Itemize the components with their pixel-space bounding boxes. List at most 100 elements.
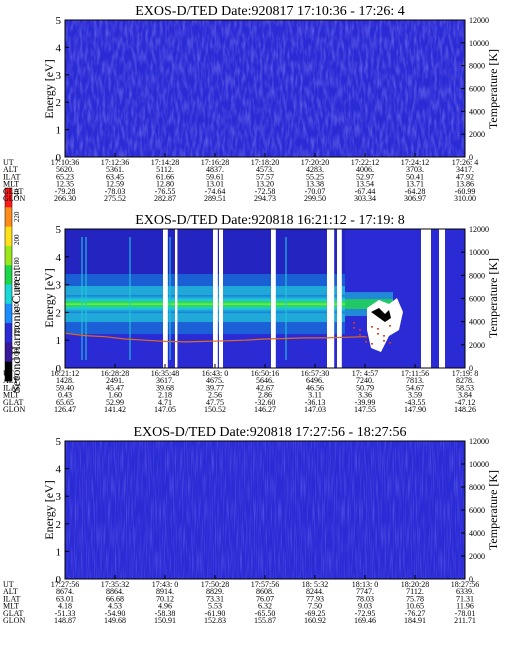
ephemeris-value: 282.87 xyxy=(154,194,176,203)
spike xyxy=(81,237,83,360)
ephemeris-value: 50.41 xyxy=(406,172,424,181)
ephemeris-value: 17: 4:57 xyxy=(352,369,378,378)
ephemeris-row-label: GLAT xyxy=(3,187,24,196)
colorbar-tick-label: 120 xyxy=(13,326,21,337)
ephemeris-value: 4.96 xyxy=(158,602,172,611)
ephemeris-value: 65.23 xyxy=(56,172,74,181)
temperature-point xyxy=(353,322,355,324)
ephemeris-value: -78.01 xyxy=(455,609,476,618)
ephemeris-row-label: UT xyxy=(3,580,14,589)
ephemeris-value: 16:57:30 xyxy=(301,369,329,378)
ephemeris-value: 59.40 xyxy=(56,383,74,392)
ephemeris-row-label: ILAT xyxy=(3,172,20,181)
temperature-point xyxy=(383,340,385,342)
ephemeris-value: 3.11 xyxy=(308,391,322,400)
temperature-point xyxy=(371,326,373,328)
data-gap xyxy=(213,229,218,368)
ephemeris-row-label: ILAT xyxy=(3,594,20,603)
ephemeris-value: 16:21:12 xyxy=(51,369,79,378)
ephemeris-row-label: ALT xyxy=(3,376,18,385)
ephemeris-value: 17:26: 4 xyxy=(452,158,478,167)
data-gap xyxy=(327,229,335,368)
panel-3-title: EXOS-D/TED Date:920818 17:27:56 - 18:27:… xyxy=(134,425,407,440)
ephemeris-row-label: GLON xyxy=(3,405,25,414)
ephemeris-value: 12.35 xyxy=(56,180,74,189)
colorbar-segment xyxy=(5,207,12,228)
ephemeris-value: -32.60 xyxy=(255,398,276,407)
energy-tick-label: 0 xyxy=(56,574,62,586)
ephemeris-value: 52.97 xyxy=(356,172,374,181)
ephemeris-value: 13.71 xyxy=(406,180,424,189)
ephemeris-value: 2.86 xyxy=(258,391,272,400)
ephemeris-value: 150.91 xyxy=(154,616,176,625)
ephemeris-value: 141.42 xyxy=(104,405,126,414)
ephemeris-value: -58.38 xyxy=(155,609,176,618)
ephemeris-value: 57.57 xyxy=(256,172,274,181)
ephemeris-value: 3703. xyxy=(406,165,424,174)
ephemeris-value: 150.52 xyxy=(204,405,226,414)
data-gap xyxy=(163,229,168,368)
temperature-point xyxy=(365,336,367,338)
ephemeris-value: -51.33 xyxy=(55,609,76,618)
ephemeris-value: 16:50:16 xyxy=(251,369,279,378)
panel-2-ylabel: Energy [eV] xyxy=(42,268,56,327)
energy-tick-label: 5 xyxy=(56,224,62,236)
ephemeris-value: 8829. xyxy=(206,587,224,596)
ephemeris-value: 13.38 xyxy=(306,180,324,189)
panel-1-y2label: Temperature [K] xyxy=(486,49,500,129)
ephemeris-value: 3.36 xyxy=(358,391,372,400)
ephemeris-value: -47.12 xyxy=(455,398,476,407)
ephemeris-value: 77.93 xyxy=(306,594,324,603)
ephemeris-value: 13.54 xyxy=(356,180,374,189)
ephemeris-value: 46.56 xyxy=(306,383,324,392)
energy-tick-label: 4 xyxy=(56,464,62,476)
temperature-tick-label: 4000 xyxy=(469,529,485,538)
ephemeris-value: 2.18 xyxy=(158,391,172,400)
temperature-tick-label: 8000 xyxy=(469,62,485,71)
ephemeris-value: -54.90 xyxy=(105,609,126,618)
ephemeris-value: 2.56 xyxy=(208,391,222,400)
ephemeris-value: 17:27:56 xyxy=(51,580,79,589)
colorbar-segment xyxy=(5,303,12,324)
panel-2: EXOS-D/TED Date:920818 16:21:12 - 17:19:… xyxy=(3,213,500,414)
panel-1-axis-ticks: 0 1 2 3 4 5 0 2000 4000 6000 8000 10000 12000 xyxy=(56,15,490,164)
ephemeris-value: -36.13 xyxy=(305,398,326,407)
panel-3-ephemeris: UTALTILATMLTGLATGLON17:27:568674.63.014.… xyxy=(3,580,479,625)
ephemeris-value: 4675. xyxy=(206,376,224,385)
temperature-tick-label: 8000 xyxy=(469,483,485,492)
temperature-point xyxy=(359,329,361,331)
ephemeris-value: 39.77 xyxy=(206,383,224,392)
ephemeris-value: 13.86 xyxy=(456,180,474,189)
panel-3-y2label: Temperature [K] xyxy=(486,470,500,550)
ephemeris-value: 3.59 xyxy=(408,391,422,400)
ephemeris-value: 71.31 xyxy=(456,594,474,603)
ephemeris-value: 17:10:36 xyxy=(51,158,79,167)
ephemeris-value: 63.45 xyxy=(106,172,124,181)
ephemeris-value: 17:50:28 xyxy=(201,580,229,589)
ephemeris-value: 266.30 xyxy=(54,194,76,203)
panel-3-ylabel: Energy [eV] xyxy=(42,480,56,539)
temperature-tick-label: 0 xyxy=(469,364,473,373)
ephemeris-value: 211.71 xyxy=(454,616,476,625)
ephemeris-value: 12.80 xyxy=(156,180,174,189)
temperature-tick-label: 2000 xyxy=(469,552,485,561)
ephemeris-value: 1428. xyxy=(56,376,74,385)
temperature-tick-label: 4000 xyxy=(469,318,485,327)
ephemeris-value: 7747. xyxy=(356,587,374,596)
data-gap xyxy=(175,229,178,368)
ephemeris-value: 17:24:12 xyxy=(401,158,429,167)
energy-tick-label: 3 xyxy=(56,491,62,503)
ephemeris-value: -76.27 xyxy=(405,609,426,618)
ephemeris-value: 17:22:12 xyxy=(351,158,379,167)
energy-tick-label: 5 xyxy=(56,436,62,448)
ephemeris-value: 147.55 xyxy=(354,405,376,414)
ephemeris-value: 4.53 xyxy=(108,602,122,611)
ephemeris-value: 58.53 xyxy=(456,383,474,392)
temperature-point xyxy=(371,343,373,345)
ephemeris-value: 75.78 xyxy=(406,594,424,603)
ephemeris-value: -74.64 xyxy=(205,187,226,196)
ephemeris-value: 17:18:20 xyxy=(251,158,279,167)
colorbar-segment xyxy=(5,188,12,208)
colorbar-tick-label: 160 xyxy=(13,280,21,291)
panel-1-ephemeris: UTALTILATMLTGLATGLON17:10:365620.65.2312… xyxy=(3,158,478,203)
